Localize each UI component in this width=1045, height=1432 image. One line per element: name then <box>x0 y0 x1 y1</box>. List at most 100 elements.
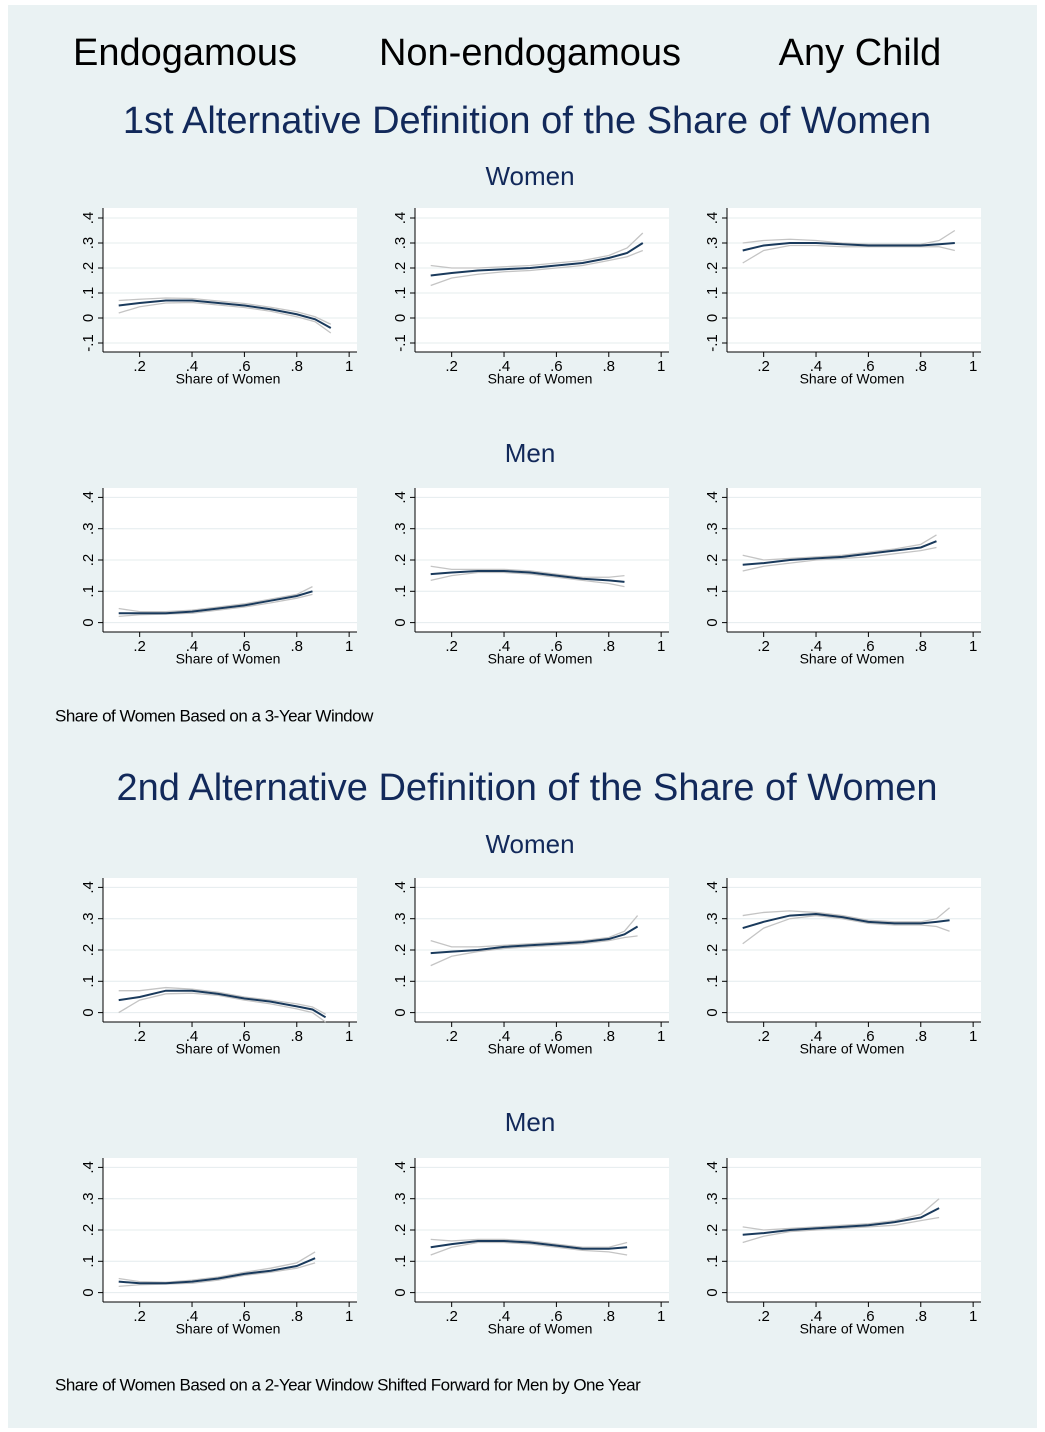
y-tick-label: .2 <box>80 1224 97 1237</box>
x-tick-label: 1 <box>657 1028 665 1045</box>
x-tick-label: .4 <box>498 638 511 655</box>
y-tick-label: 0 <box>80 618 97 626</box>
x-tick-label: .6 <box>862 638 875 655</box>
line-series <box>742 914 950 945</box>
y-tick-label: .3 <box>392 912 409 925</box>
y-tick-label: 0 <box>392 1008 409 1016</box>
line-series <box>742 1207 940 1236</box>
x-tick-label: .2 <box>445 1028 458 1045</box>
x-tick-label: .6 <box>550 638 563 655</box>
y-tick-label: .4 <box>392 491 409 504</box>
line-series <box>430 571 625 588</box>
y-tick-label: .3 <box>80 237 97 250</box>
line-series <box>118 297 332 325</box>
x-axis-label: Share of Women <box>488 1321 593 1337</box>
line-series <box>430 1241 628 1256</box>
x-tick-label: .8 <box>915 638 928 655</box>
y-tick-label: .2 <box>80 262 97 275</box>
x-tick-label: .8 <box>291 358 304 375</box>
x-tick-label: .4 <box>498 1028 511 1045</box>
line-series <box>118 1262 316 1287</box>
y-tick-label: .3 <box>704 522 721 535</box>
x-tick-label: 1 <box>345 358 353 375</box>
x-tick-label: .6 <box>238 638 251 655</box>
x-tick-label: .4 <box>186 1308 199 1325</box>
y-tick-label: .2 <box>392 262 409 275</box>
plot-area <box>103 208 357 352</box>
group-title: Women <box>485 161 574 191</box>
y-tick-label: .4 <box>704 881 721 894</box>
y-tick-label: .2 <box>704 944 721 957</box>
x-tick-label: 1 <box>345 638 353 655</box>
y-tick-label: .3 <box>392 237 409 250</box>
y-tick-label: .1 <box>392 1255 409 1268</box>
x-tick-label: .2 <box>133 1308 146 1325</box>
y-tick-label: 0 <box>80 314 97 322</box>
y-tick-label: -.1 <box>80 334 97 352</box>
y-tick-label: .2 <box>392 944 409 957</box>
x-axis-label: Share of Women <box>176 651 281 667</box>
x-tick-label: .2 <box>445 1308 458 1325</box>
y-tick-label: .1 <box>704 975 721 988</box>
line-series <box>742 1216 940 1244</box>
line-series <box>118 299 332 329</box>
line-series <box>118 301 332 334</box>
line-series <box>118 986 326 1015</box>
y-tick-label: .2 <box>704 262 721 275</box>
x-axis-label: Share of Women <box>176 1321 281 1337</box>
x-tick-label: .2 <box>445 638 458 655</box>
x-tick-label: 1 <box>969 638 977 655</box>
y-tick-label: .1 <box>704 585 721 598</box>
line-series <box>118 593 313 617</box>
x-tick-label: .6 <box>550 1308 563 1325</box>
line-series <box>430 569 625 583</box>
x-tick-label: .4 <box>810 1028 823 1045</box>
plot-area <box>727 208 981 352</box>
x-tick-label: .2 <box>133 638 146 655</box>
x-axis-label: Share of Women <box>176 1041 281 1057</box>
x-tick-label: .6 <box>550 358 563 375</box>
y-tick-label: .1 <box>704 1255 721 1268</box>
y-tick-label: .1 <box>392 585 409 598</box>
y-tick-label: .1 <box>80 287 97 300</box>
y-tick-label: .2 <box>392 554 409 567</box>
column-header: Endogamous <box>73 32 297 74</box>
y-tick-label: .2 <box>80 554 97 567</box>
y-tick-label: 0 <box>80 1008 97 1016</box>
line-series <box>118 1257 316 1285</box>
column-header: Non-endogamous <box>379 32 681 74</box>
x-tick-label: .8 <box>603 1308 616 1325</box>
x-tick-label: .2 <box>757 1028 770 1045</box>
x-tick-label: .8 <box>291 1028 304 1045</box>
y-tick-label: -.1 <box>704 334 721 352</box>
line-series <box>430 565 625 578</box>
group-title: Men <box>505 1107 556 1137</box>
y-tick-label: .3 <box>704 912 721 925</box>
x-tick-label: .4 <box>186 358 199 375</box>
x-tick-label: .8 <box>915 358 928 375</box>
line-series <box>430 925 639 955</box>
y-tick-label: .4 <box>80 881 97 894</box>
plot-area <box>415 208 669 352</box>
y-tick-label: .3 <box>392 1192 409 1205</box>
x-axis-label: Share of Women <box>176 371 281 387</box>
y-tick-label: .2 <box>704 554 721 567</box>
x-tick-label: .2 <box>445 358 458 375</box>
line-series <box>430 915 639 948</box>
x-tick-label: .2 <box>757 638 770 655</box>
x-tick-label: 1 <box>345 1308 353 1325</box>
x-axis-label: Share of Women <box>800 1321 905 1337</box>
y-tick-label: .1 <box>80 975 97 988</box>
line-series <box>430 242 644 277</box>
x-tick-label: .4 <box>186 638 199 655</box>
x-tick-label: .8 <box>291 638 304 655</box>
x-tick-label: .6 <box>238 358 251 375</box>
y-tick-label: .1 <box>392 287 409 300</box>
y-tick-label: .1 <box>704 287 721 300</box>
line-series <box>118 586 313 613</box>
x-tick-label: .6 <box>862 1308 875 1325</box>
group-title: Men <box>505 438 556 468</box>
line-series <box>118 992 326 1023</box>
x-tick-label: .6 <box>862 1028 875 1045</box>
